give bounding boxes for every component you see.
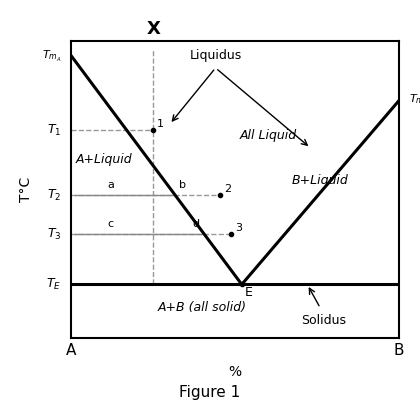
Text: $T_{m_B}$: $T_{m_B}$ — [409, 93, 420, 108]
Text: Figure 1: Figure 1 — [179, 385, 241, 400]
Text: $T_3$: $T_3$ — [47, 227, 62, 241]
Text: $T_2$: $T_2$ — [47, 188, 62, 203]
Text: All Liquid: All Liquid — [239, 129, 297, 142]
Text: a: a — [107, 180, 114, 190]
Text: T°C: T°C — [18, 177, 32, 202]
Text: A+B (all solid): A+B (all solid) — [158, 301, 247, 314]
Text: d: d — [192, 219, 200, 229]
Text: $T_{m_A}$: $T_{m_A}$ — [42, 49, 62, 63]
Text: $T_1$: $T_1$ — [47, 123, 62, 138]
Text: 2: 2 — [224, 185, 231, 194]
Text: E: E — [245, 286, 253, 299]
Text: 3: 3 — [235, 223, 242, 233]
Text: b: b — [179, 180, 186, 190]
Text: X: X — [146, 20, 160, 38]
Text: Liquidus: Liquidus — [189, 49, 242, 62]
Text: $T_E$: $T_E$ — [47, 277, 62, 292]
Text: c: c — [108, 219, 114, 229]
Text: Solidus: Solidus — [301, 314, 346, 327]
Text: B+Liquid: B+Liquid — [292, 173, 349, 187]
Text: %: % — [228, 365, 242, 379]
Text: A+Liquid: A+Liquid — [76, 153, 132, 166]
Text: 1: 1 — [157, 119, 164, 129]
